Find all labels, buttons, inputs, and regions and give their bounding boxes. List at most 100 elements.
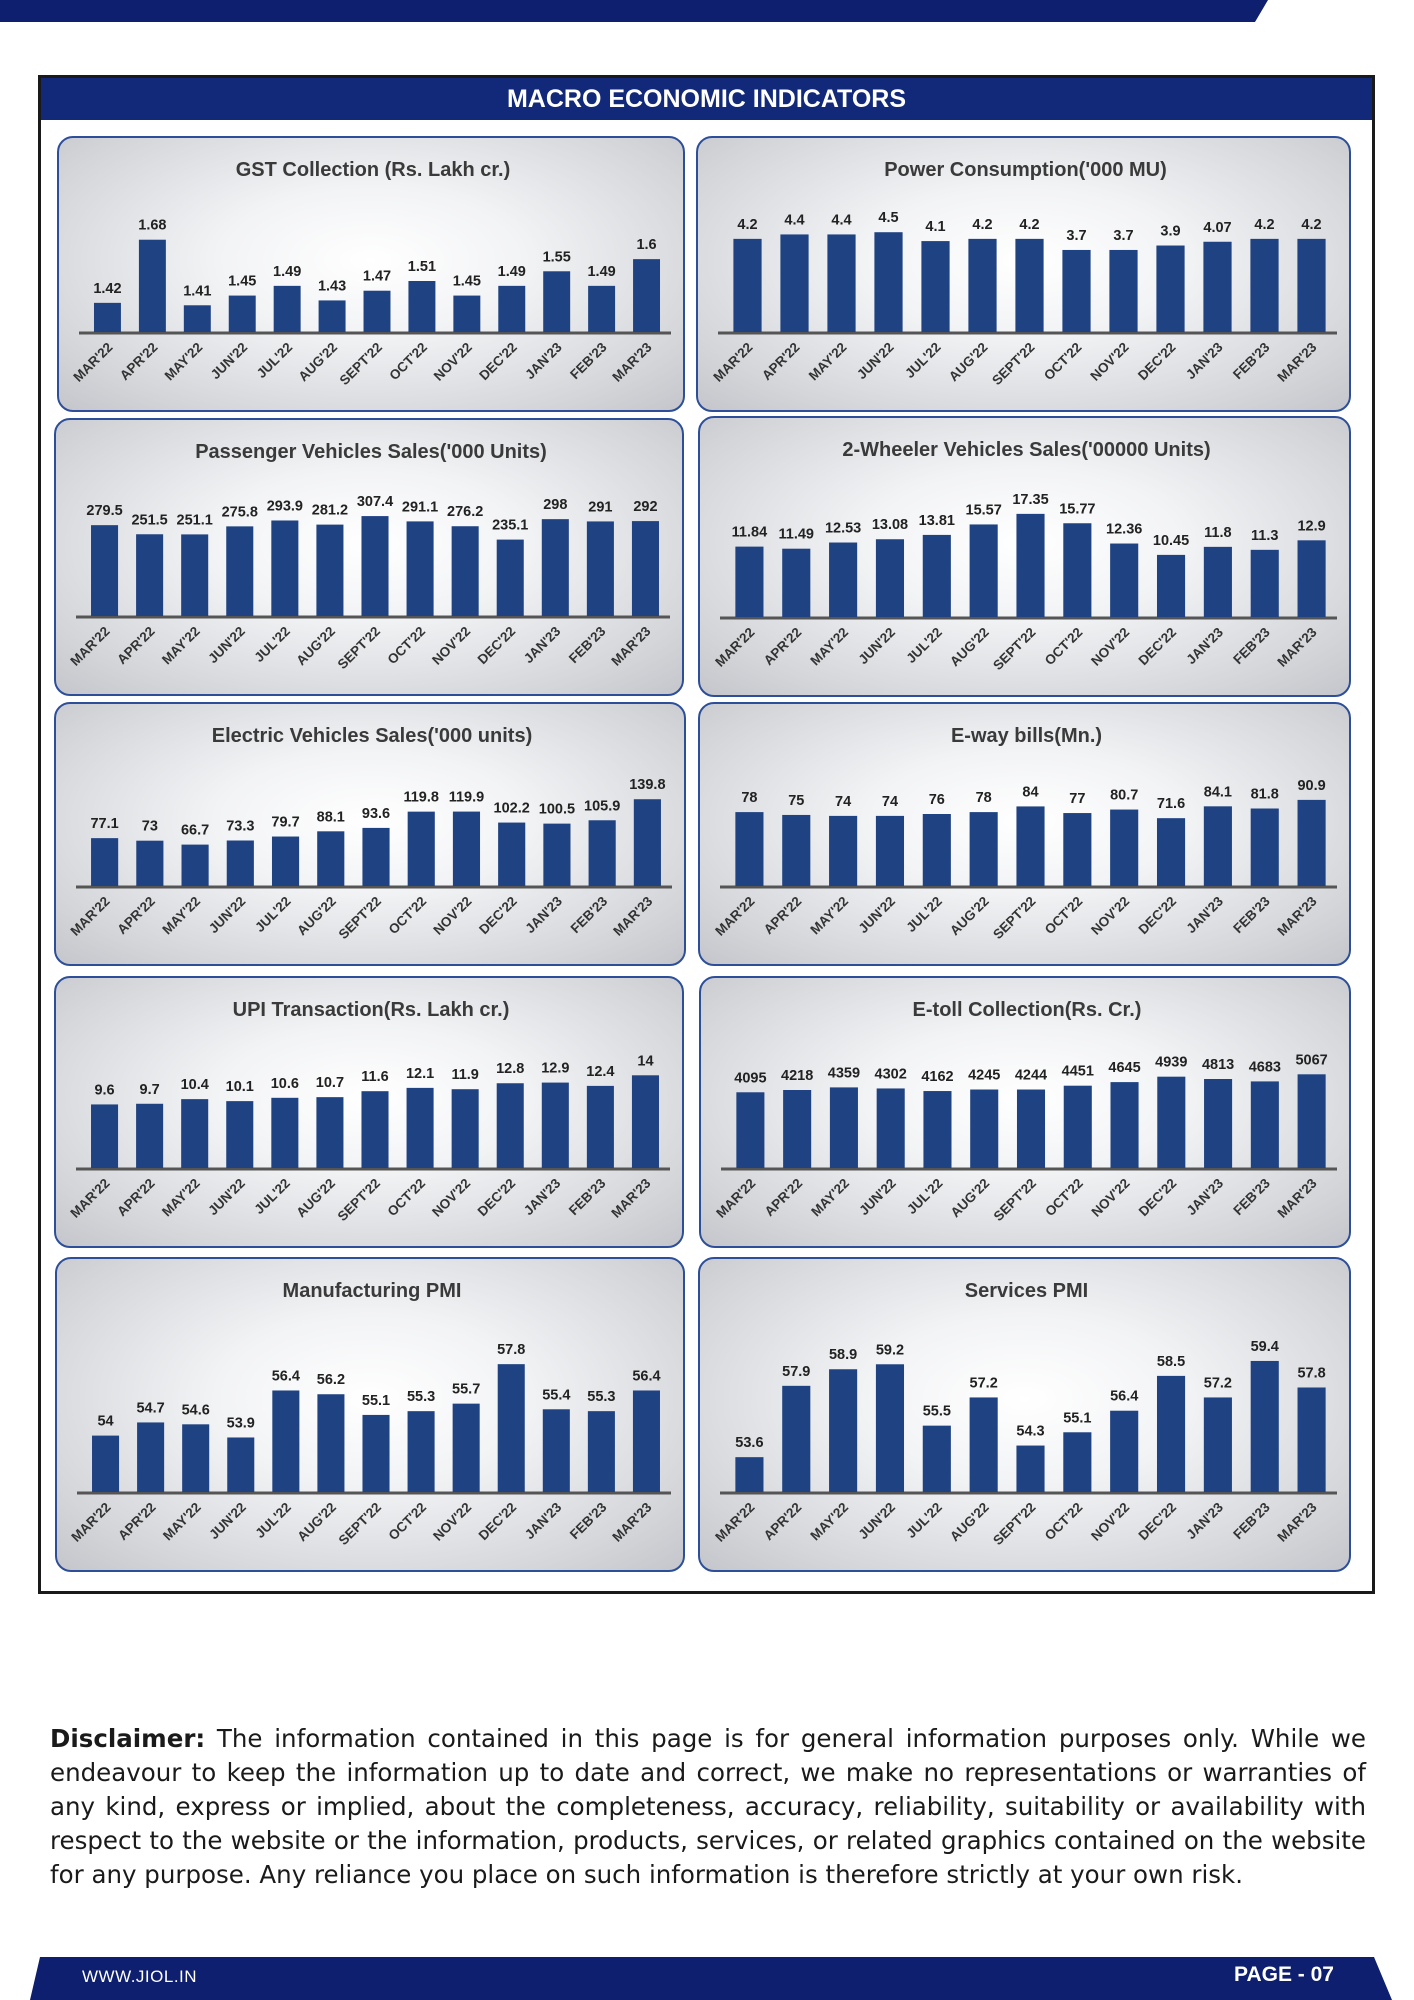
- gst-bar: [363, 290, 391, 332]
- gst-title: GST Collection (Rs. Lakh cr.): [236, 159, 511, 181]
- manufacturing-pmi-bar: [272, 1390, 300, 1492]
- etoll-tick-label: MAR'23: [1274, 1175, 1320, 1221]
- electric-vehicles-bar: [317, 831, 345, 886]
- manufacturing-pmi-tick-label: APR'22: [115, 1500, 159, 1544]
- etoll-tick-label: MAY'22: [808, 1176, 852, 1220]
- power-bar: [921, 241, 950, 332]
- gst-bar: [318, 300, 346, 332]
- upi-data-label: 11.9: [451, 1067, 478, 1083]
- gst-data-label: 1.49: [498, 264, 526, 280]
- passenger-vehicles-tick-label: MAY'22: [159, 624, 203, 668]
- eway-bills-tick-label: MAY'22: [807, 894, 851, 938]
- upi-tick-label: AUG'22: [293, 1176, 338, 1221]
- electric-vehicles-tick-label: MAR'22: [67, 894, 112, 939]
- manufacturing-pmi-data-label: 53.9: [227, 1415, 255, 1431]
- power-tick-label: NOV'22: [1087, 340, 1131, 384]
- eway-bills-bar: [1156, 818, 1186, 886]
- passenger-vehicles-data-label: 292: [633, 499, 657, 515]
- upi-bar: [316, 1097, 344, 1168]
- eway-bills-bar: [1297, 799, 1326, 886]
- services-pmi-tick-label: APR'22: [761, 1500, 805, 1544]
- etoll-data-label: 4683: [1249, 1059, 1281, 1075]
- services-pmi-bar: [782, 1385, 811, 1492]
- chart-panel-manufacturing-pmi: Manufacturing PMI 54 MAR'22 54.7 APR'22 54.6 M…: [55, 1257, 685, 1572]
- power-tick-label: MAR'22: [710, 340, 755, 385]
- two-wheeler-bar: [1297, 540, 1326, 617]
- passenger-vehicles-tick-label: MAR'23: [608, 623, 654, 669]
- etoll-bar: [736, 1092, 765, 1168]
- passenger-vehicles-tick-label: DEC'22: [475, 624, 519, 668]
- chart-panel-two-wheeler: 2-Wheeler Vehicles Sales('00000 Units) 11…: [698, 416, 1351, 697]
- eway-bills-tick-label: MAR'23: [1274, 893, 1320, 939]
- etoll-tick-label: SEPT'22: [991, 1176, 1039, 1224]
- manufacturing-pmi-data-label: 56.4: [272, 1368, 300, 1384]
- chart-services-pmi: Services PMI 53.6 MAR'22 57.9 APR'22 58.9 MAY'…: [712, 1280, 1337, 1548]
- gst-data-label: 1.6: [636, 237, 656, 253]
- power-tick-label: MAR'23: [1274, 339, 1320, 385]
- power-data-label: 4.2: [1019, 217, 1039, 233]
- upi-tick-label: SEPT'22: [335, 1176, 383, 1224]
- gst-data-label: 1.55: [543, 249, 571, 265]
- electric-vehicles-data-label: 100.5: [539, 802, 575, 818]
- electric-vehicles-title: Electric Vehicles Sales('000 units): [212, 725, 532, 747]
- electric-vehicles-bar: [181, 844, 209, 886]
- etoll-bar: [829, 1087, 858, 1168]
- services-pmi-bar: [829, 1369, 858, 1492]
- upi-data-label: 9.6: [94, 1082, 114, 1098]
- services-pmi-data-label: 55.5: [923, 1404, 951, 1420]
- electric-vehicles-data-label: 88.1: [317, 809, 345, 825]
- manufacturing-pmi-bar: [92, 1435, 120, 1492]
- passenger-vehicles-bar: [136, 534, 164, 616]
- manufacturing-pmi-tick-label: JUN'22: [206, 1500, 249, 1543]
- eway-bills-bar: [969, 812, 998, 886]
- services-pmi-bar: [735, 1457, 764, 1492]
- gst-bar: [543, 271, 571, 332]
- electric-vehicles-data-label: 73: [142, 819, 158, 835]
- etoll-bar: [1250, 1081, 1279, 1168]
- electric-vehicles-tick-label: MAY'22: [159, 894, 203, 938]
- manufacturing-pmi-tick-label: MAY'22: [160, 1500, 204, 1544]
- power-data-label: 3.7: [1066, 228, 1086, 244]
- services-pmi-tick-label: MAY'22: [807, 1500, 851, 1544]
- passenger-vehicles-tick-label: OCT'22: [385, 624, 429, 668]
- manufacturing-pmi-tick-label: MAR'22: [68, 1500, 113, 1545]
- passenger-vehicles-bar: [361, 516, 389, 616]
- gst-data-label: 1.42: [93, 281, 121, 297]
- passenger-vehicles-data-label: 291: [588, 499, 612, 515]
- two-wheeler-bar: [735, 546, 764, 617]
- chart-manufacturing-pmi: Manufacturing PMI 54 MAR'22 54.7 APR'22 54.6 M…: [68, 1280, 671, 1548]
- chart-passenger-vehicles: Passenger Vehicles Sales('000 Units) 279.…: [67, 441, 670, 672]
- etoll-bar: [923, 1091, 952, 1168]
- gst-bar: [588, 285, 616, 332]
- eway-bills-bar: [1016, 806, 1045, 886]
- page-title: MACRO ECONOMIC INDICATORS: [41, 78, 1372, 120]
- power-tick-label: DEC'22: [1135, 340, 1179, 384]
- eway-bills-tick-label: DEC'22: [1136, 894, 1180, 938]
- etoll-bar: [970, 1089, 999, 1168]
- gst-tick-label: SEPT'22: [337, 340, 385, 388]
- power-tick-label: MAY'22: [806, 340, 850, 384]
- two-wheeler-bar: [782, 548, 811, 617]
- electric-vehicles-bar: [633, 799, 661, 886]
- gst-data-label: 1.47: [363, 269, 391, 285]
- footer-website-link[interactable]: WWW.JIOL.IN: [82, 1967, 198, 1986]
- eway-bills-bar: [1250, 808, 1279, 886]
- services-pmi-data-label: 53.6: [735, 1435, 763, 1451]
- etoll-data-label: 4244: [1015, 1068, 1047, 1084]
- upi-tick-label: APR'22: [114, 1176, 158, 1220]
- etoll-tick-label: FEB'23: [1230, 1175, 1273, 1218]
- two-wheeler-title: 2-Wheeler Vehicles Sales('00000 Units): [842, 439, 1210, 461]
- two-wheeler-data-label: 11.8: [1204, 525, 1231, 541]
- manufacturing-pmi-tick-label: DEC'22: [476, 1500, 520, 1544]
- passenger-vehicles-data-label: 251.1: [177, 512, 213, 528]
- upi-data-label: 10.6: [271, 1076, 299, 1092]
- eway-bills-data-label: 74: [882, 794, 898, 810]
- power-tick-label: FEB'23: [1230, 339, 1273, 382]
- passenger-vehicles-data-label: 275.8: [222, 504, 258, 520]
- two-wheeler-tick-label: SEPT'22: [990, 625, 1038, 673]
- eway-bills-bar: [829, 815, 858, 886]
- power-tick-label: JUL'22: [902, 340, 944, 382]
- two-wheeler-tick-label: DEC'22: [1136, 625, 1180, 669]
- passenger-vehicles-bar: [226, 526, 254, 616]
- services-pmi-tick-label: NOV'22: [1088, 1500, 1132, 1544]
